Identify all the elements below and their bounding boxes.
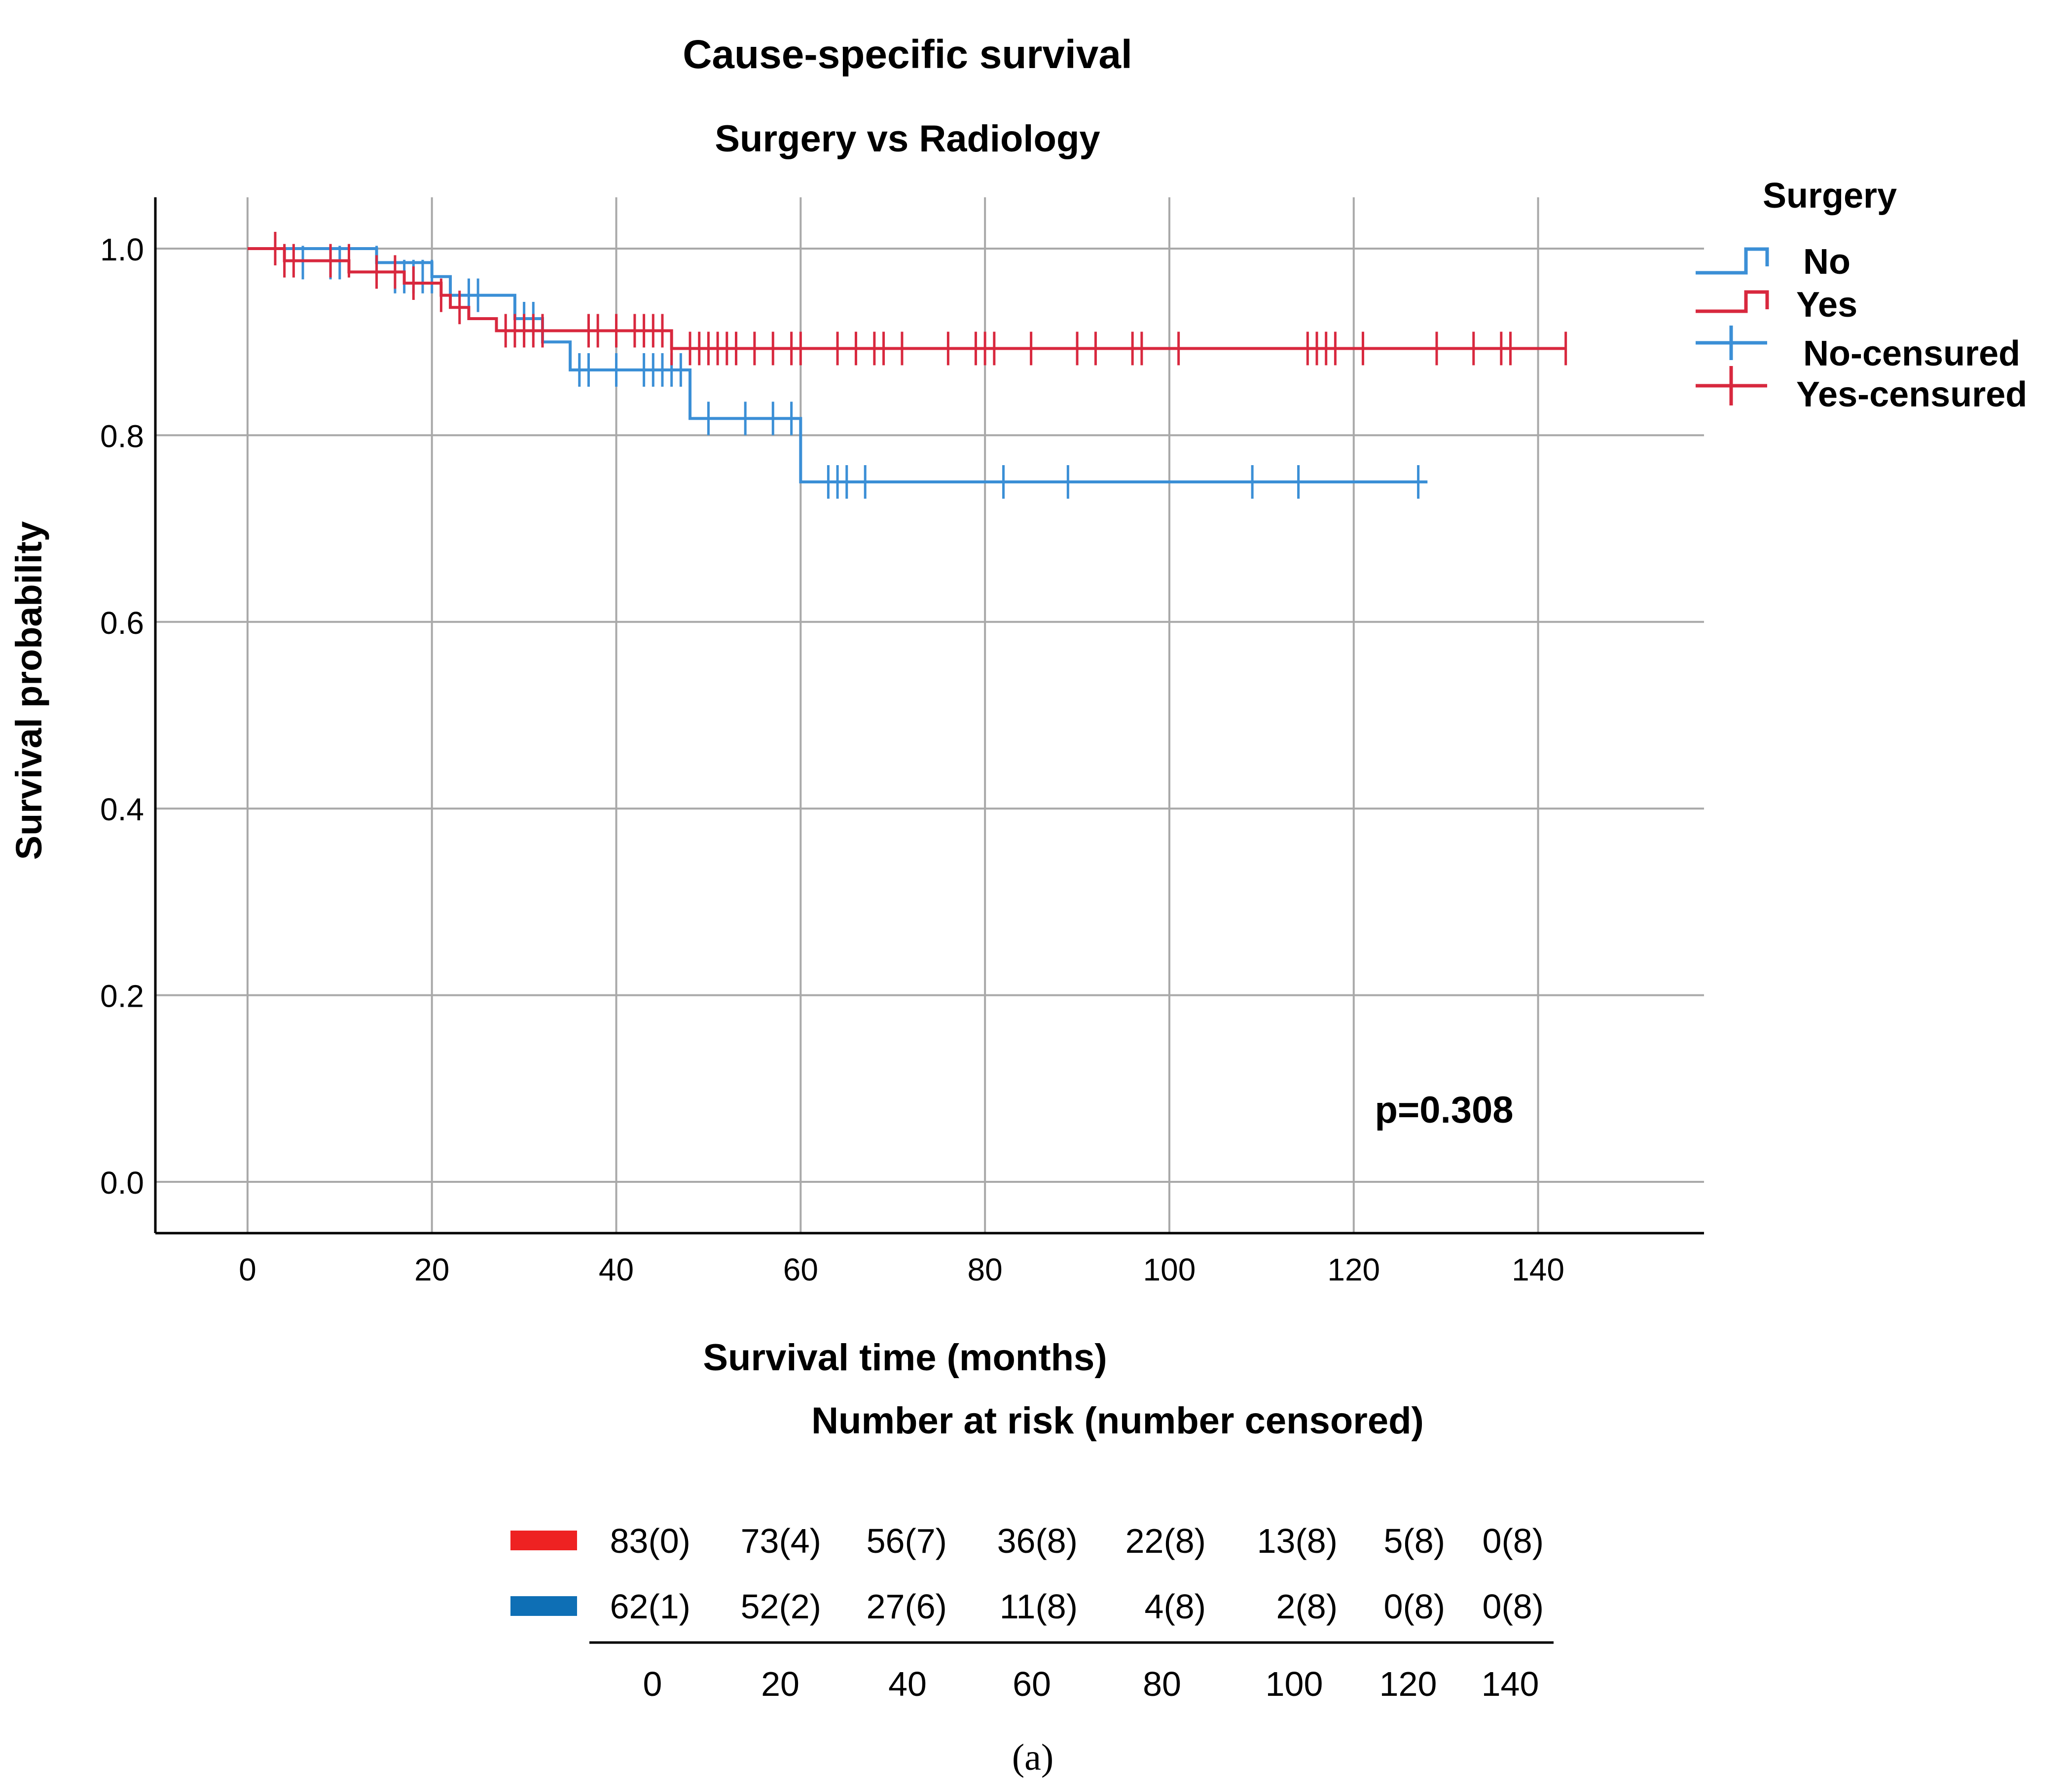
- axes: [154, 197, 1704, 1235]
- risk-row-swatch-surgery-yes: [510, 1531, 577, 1550]
- tick-labels: 0 20 40 60 80 100 120 140 0.0 0.2 0.4 0.6 0.8 1.0: [100, 232, 1564, 1287]
- risk-cell-r1-c2: 27(6): [867, 1587, 947, 1626]
- y-axis-label: Survival probability: [8, 521, 49, 860]
- risk-time-20: 20: [761, 1665, 799, 1703]
- x-tick-label-20: 20: [414, 1252, 449, 1287]
- legend-swatch-no: [1696, 247, 1769, 275]
- x-tick-label-140: 140: [1512, 1252, 1564, 1287]
- risk-cell-r0-c6: 5(8): [1384, 1522, 1445, 1560]
- risk-table-title: Number at risk (number censored): [811, 1400, 1424, 1442]
- series-line-yes: [247, 247, 1566, 350]
- risk-time-100: 100: [1266, 1665, 1323, 1703]
- risk-time-120: 120: [1379, 1665, 1437, 1703]
- risk-cell-r1-c4: 4(8): [1145, 1587, 1206, 1626]
- grid-lines: [155, 197, 1704, 1233]
- series-lines: [247, 232, 1567, 499]
- y-tick-label-0.0: 0.0: [100, 1165, 144, 1201]
- legend-entry-no-censured: No-censured: [1803, 334, 2020, 373]
- legend-entry-yes: Yes: [1796, 285, 1857, 325]
- x-tick-label-0: 0: [239, 1252, 256, 1287]
- risk-cell-r0-c4: 22(8): [1125, 1522, 1206, 1560]
- risk-cell-r0-c3: 36(8): [997, 1522, 1078, 1560]
- x-tick-label-100: 100: [1143, 1252, 1196, 1287]
- risk-cell-r1-c7: 0(8): [1483, 1587, 1544, 1626]
- y-tick-label-0.8: 0.8: [100, 418, 144, 454]
- x-tick-label-40: 40: [599, 1252, 634, 1287]
- legend-swatch-yes: [1696, 290, 1769, 313]
- risk-cell-r0-c0: 83(0): [610, 1522, 690, 1560]
- chart-subtitle: Surgery vs Radiology: [715, 118, 1100, 160]
- risk-cell-r0-c5: 13(8): [1257, 1522, 1338, 1560]
- x-axis-label: Survival time (months): [703, 1337, 1107, 1379]
- risk-time-140: 140: [1482, 1665, 1539, 1703]
- risk-table-cells: 83(0) 73(4) 56(7) 36(8) 22(8) 13(8) 5(8) 0(8) 62…: [610, 1522, 1544, 1703]
- risk-time-0: 0: [643, 1665, 662, 1703]
- risk-cell-r0-c7: 0(8): [1483, 1522, 1544, 1560]
- p-value-annotation: p=0.308: [1375, 1089, 1514, 1131]
- legend: Surgery No Yes No-censured Yes-censured: [1696, 176, 2027, 414]
- legend-title: Surgery: [1763, 176, 1897, 216]
- y-tick-label-0.4: 0.4: [100, 792, 144, 827]
- risk-time-40: 40: [888, 1665, 927, 1703]
- figure-caption: (a): [1012, 1737, 1053, 1778]
- x-tick-label-60: 60: [783, 1252, 818, 1287]
- x-tick-label-80: 80: [968, 1252, 1003, 1287]
- legend-entry-yes-censured: Yes-censured: [1796, 375, 2027, 414]
- y-tick-label-0.2: 0.2: [100, 979, 144, 1014]
- x-tick-label-120: 120: [1327, 1252, 1380, 1287]
- legend-entry-no: No: [1803, 242, 1850, 282]
- chart-title: Cause-specific survival: [683, 32, 1132, 77]
- risk-time-80: 80: [1143, 1665, 1181, 1703]
- risk-cell-r1-c3: 11(8): [1000, 1587, 1078, 1626]
- y-tick-label-1.0: 1.0: [100, 232, 144, 267]
- y-tick-label-0.6: 0.6: [100, 605, 144, 641]
- risk-table: Number at risk (number censored) 83(0) 73…: [510, 1400, 1554, 1703]
- risk-cell-r1-c1: 52(2): [741, 1587, 821, 1626]
- risk-cell-r1-c5: 2(8): [1276, 1587, 1338, 1626]
- risk-time-60: 60: [1013, 1665, 1051, 1703]
- risk-cell-r1-c0: 62(1): [610, 1587, 690, 1626]
- risk-cell-r1-c6: 0(8): [1384, 1587, 1445, 1626]
- risk-cell-r0-c1: 73(4): [741, 1522, 821, 1560]
- risk-row-swatch-surgery-no: [510, 1596, 577, 1616]
- risk-cell-r0-c2: 56(7): [867, 1522, 947, 1560]
